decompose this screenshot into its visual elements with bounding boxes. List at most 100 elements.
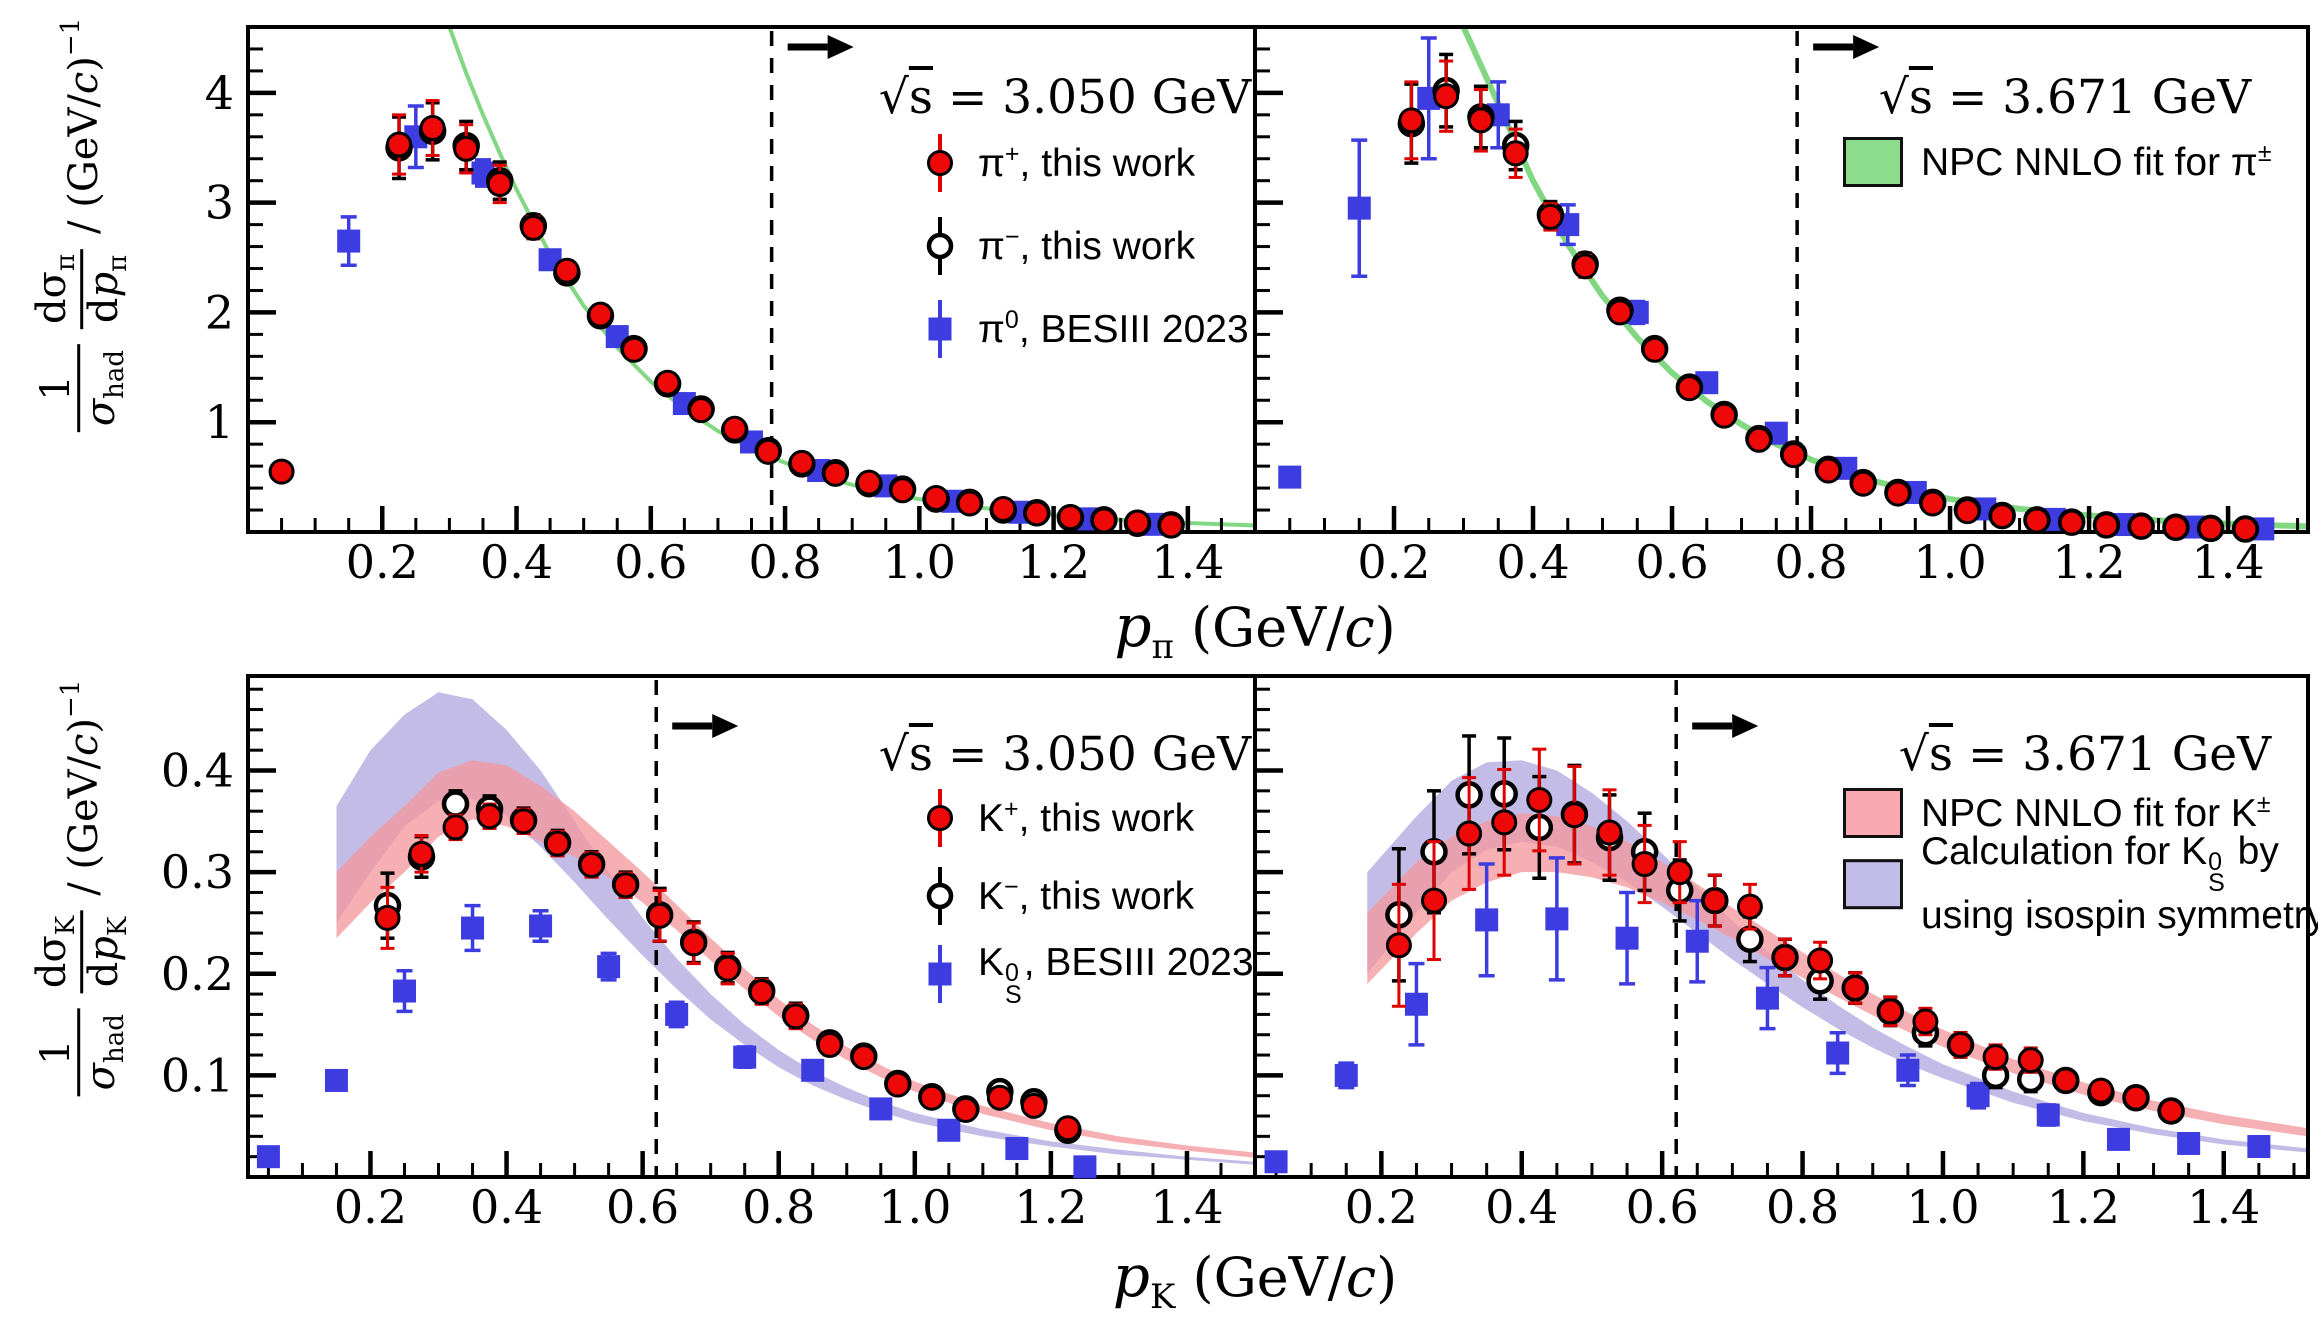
data-point-square [529,914,553,938]
data-point-filled-circle [1641,336,1668,363]
panel-title-pi-3671: √s = 3.671 GeV [1878,70,2252,125]
data-point-filled-circle [755,438,782,465]
x-tick-label: 0.2 [1357,535,1430,589]
legend-label: K−, this work [978,872,1195,918]
x-tick-label: 1.4 [2191,535,2264,589]
x-axis-title-K: pK (GeV/c) [1112,1242,1398,1317]
data-point-filled-circle [621,336,648,363]
red-circle-marker-icon [927,134,953,192]
x-tick-label: 1.4 [1150,1180,1223,1234]
data-point-filled-circle [1701,887,1728,914]
data-point-filled-circle [1850,470,1877,497]
data-point-filled-circle [646,902,673,929]
x-tick-label: 0.6 [606,1180,679,1234]
data-point-filled-circle [986,1084,1013,1111]
data-point-filled-circle [1526,786,1553,813]
x-tick-label: 0.2 [334,1180,407,1234]
x-tick-label: 0.8 [1766,1180,1839,1234]
data-point-filled-circle [544,830,571,857]
data-point-square [1278,465,1302,489]
data-point-filled-circle [1057,504,1084,531]
data-point-square [869,1097,893,1121]
legend-pi-zero: π0, BESIII 2023 [920,296,1249,362]
legend-label: π+, this work [978,139,1196,185]
open-circle-marker-icon [926,217,954,275]
right-arrow-icon [672,714,739,738]
data-point-filled-circle [952,1096,979,1123]
data-point-filled-circle [1772,944,1799,971]
data-point-filled-circle [1421,887,1448,914]
legend-label: NPC NNLO fit for K± [1921,789,2271,835]
y-tick-label: 3 [205,176,234,230]
data-point-open-circle [1736,925,1764,953]
data-point-filled-circle [923,484,950,511]
y-axis-units-pi: / (GeV/c)−1 [56,17,108,234]
data-point-filled-circle [1736,893,1763,920]
right-arrow-icon [1813,35,1880,59]
y-tick-label: 0.1 [161,1048,234,1102]
data-point-filled-circle [2023,507,2050,534]
data-point-square [1755,986,1779,1010]
panel-title-K-3050: √s = 3.050 GeV [878,727,1252,782]
data-point-filled-circle [1020,1092,1047,1119]
data-point-filled-circle [587,301,614,328]
data-point-filled-circle [2087,1077,2114,1104]
x-tick-label: 0.8 [1774,535,1847,589]
data-point-filled-circle [918,1084,945,1111]
data-point-filled-circle [1676,375,1703,402]
y-tick-label: 2 [205,285,234,339]
fraction-dsigma-dp-K: dσK dpK [29,910,134,994]
x-tick-label: 1.4 [1151,535,1224,589]
data-point-filled-circle [1954,498,1981,525]
x-tick-label: 1.2 [1017,535,1090,589]
data-point-filled-circle [816,1031,843,1058]
data-point-filled-circle [268,458,295,485]
data-point-filled-circle [1947,1031,1974,1058]
purple-band-swatch-icon [1843,858,1903,909]
data-point-filled-circle [1989,503,2016,530]
data-point-filled-circle [1572,253,1599,280]
x-tick-label: 1.0 [883,535,956,589]
x-tick-label: 0.2 [346,535,419,589]
data-point-filled-circle [688,397,715,424]
data-point-filled-circle [714,955,741,982]
band-npc-nnlo-K [336,760,1253,1158]
y-tick-label: 1 [205,395,234,449]
right-arrow-icon [1692,714,1759,738]
x-tick-label: 0.8 [748,535,821,589]
panel-frame [1253,25,2310,534]
data-point-filled-circle [476,803,503,830]
data-point-filled-circle [1537,203,1564,230]
data-point-square [1475,908,1499,932]
data-point-square [324,1068,348,1092]
data-point-open-circle [441,790,470,818]
x-tick-label: 1.2 [1014,1180,1087,1234]
y-tick-label: 0.4 [161,744,234,798]
data-point-square [256,1145,280,1169]
x-tick-label: 0.4 [1485,1180,1558,1234]
band-npc-nnlo-K [1367,813,2306,1137]
data-point-square [1826,1041,1850,1065]
series-plus-this-work [1398,59,2259,543]
data-point-filled-circle [1561,802,1588,829]
data-point-filled-circle [1456,820,1483,847]
blue-square-marker-icon [928,300,952,358]
data-point-square [1264,1150,1288,1174]
data-point-filled-circle [386,131,413,158]
legend-pi-minus: π−, this work [920,213,1195,279]
data-point-filled-circle [1596,819,1623,846]
fraction-one-over-sigma-had: 1 σhad [33,343,130,433]
data-point-filled-circle [2017,1047,2044,1074]
data-point-filled-circle [1807,947,1834,974]
data-point-filled-circle [553,257,580,284]
data-point-filled-circle [1090,507,1117,534]
data-point-filled-circle [1158,512,1185,539]
data-point-filled-circle [1023,500,1050,527]
data-point-filled-circle [1666,859,1693,886]
data-point-square [1347,196,1371,220]
y-tick-label: 0.3 [161,845,234,899]
data-point-filled-circle [748,979,775,1006]
